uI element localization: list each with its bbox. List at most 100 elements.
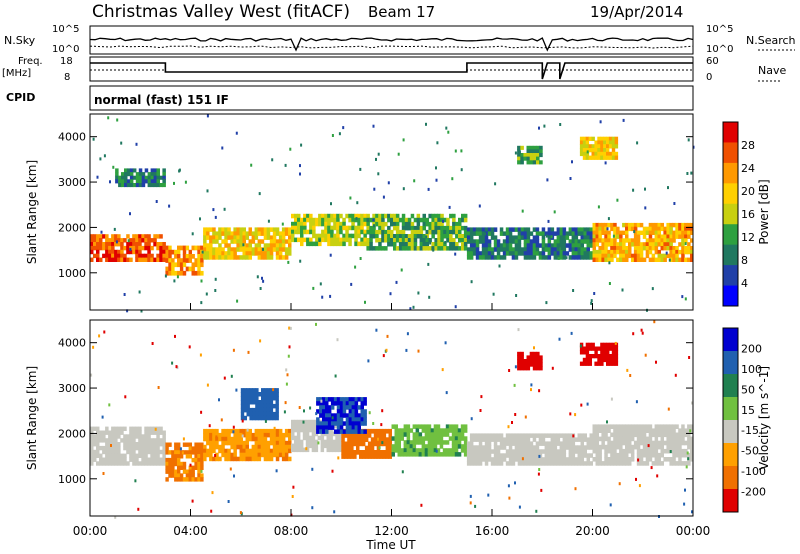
heatmap-cell xyxy=(284,401,287,405)
heatmap-cell xyxy=(188,254,192,259)
heatmap-cell xyxy=(571,231,576,236)
heatmap-cell xyxy=(657,452,661,458)
heatmap-cell xyxy=(291,427,295,433)
heatmap-cell xyxy=(613,452,617,458)
heatmap-cell xyxy=(191,457,195,463)
heatmap-cell xyxy=(400,428,404,433)
heatmap-cell xyxy=(502,255,507,260)
heatmap-cell xyxy=(425,235,428,239)
heatmap-cell xyxy=(520,231,525,236)
heatmap-cell xyxy=(604,249,608,255)
heatmap-cell xyxy=(611,140,616,145)
heatmap-cell xyxy=(639,246,644,251)
heatmap-cell xyxy=(514,433,519,438)
heatmap-cell xyxy=(481,445,486,450)
heatmap-cell xyxy=(233,251,237,256)
heatmap-cell xyxy=(209,428,213,434)
heatmap-cell xyxy=(344,433,348,438)
heatmap-cell xyxy=(182,469,187,474)
heatmap-cell xyxy=(541,461,546,466)
heatmap-cell xyxy=(126,172,131,177)
heatmap-cell xyxy=(484,433,489,438)
heatmap-cell xyxy=(562,243,567,248)
heatmap-cell xyxy=(102,457,106,462)
heatmap-cell xyxy=(508,239,513,244)
heatmap-cell xyxy=(269,428,274,434)
heatmap-cell xyxy=(636,222,641,228)
heatmap-cell xyxy=(466,251,471,256)
heatmap-cell xyxy=(364,433,369,438)
heatmap-cell xyxy=(319,401,323,406)
heatmap-cell xyxy=(312,241,316,247)
heatmap-cell xyxy=(681,249,685,255)
heatmap-cell xyxy=(348,425,353,430)
heatmap-cell xyxy=(291,233,295,239)
heatmap-cell xyxy=(436,424,441,429)
heatmap-cell xyxy=(448,448,453,453)
heatmap-cell xyxy=(681,226,685,232)
heatmap-cell xyxy=(427,424,432,429)
heatmap-cell xyxy=(269,407,274,413)
heatmap-cell xyxy=(648,249,653,255)
heatmap-cell xyxy=(663,428,667,433)
heatmap-cell xyxy=(466,445,471,450)
heatmap-cell xyxy=(598,457,602,462)
heatmap-cell xyxy=(437,217,441,223)
heatmap-cell xyxy=(245,448,249,454)
heatmap-cell xyxy=(427,187,430,191)
heatmap-cell xyxy=(487,247,492,252)
heatmap-cell xyxy=(529,156,534,161)
heatmap-cell xyxy=(487,457,492,462)
heatmap-cell xyxy=(418,424,423,429)
heatmap-cell xyxy=(633,226,638,232)
heatmap-cell xyxy=(684,257,688,262)
colorbar-swatch xyxy=(723,351,738,375)
heatmap-cell xyxy=(439,452,444,457)
heatmap-cell xyxy=(571,461,576,466)
heatmap-cell xyxy=(574,437,579,442)
heatmap-cell xyxy=(118,175,122,180)
heatmap-cell xyxy=(590,301,593,305)
heatmap-cell xyxy=(384,234,388,239)
heatmap-cell xyxy=(410,246,415,251)
heatmap-cell xyxy=(421,448,426,453)
heatmap-cell xyxy=(99,461,103,466)
heatmap-cell xyxy=(654,444,659,450)
heatmap-cell xyxy=(628,461,632,466)
heatmap-cell xyxy=(132,242,136,247)
heatmap-cell xyxy=(233,247,237,252)
heatmap-cell xyxy=(239,436,243,442)
heatmap-cell xyxy=(640,328,643,332)
heatmap-cell xyxy=(387,181,390,185)
heatmap-cell xyxy=(611,151,616,157)
heatmap-cell xyxy=(672,424,676,429)
heatmap-cell xyxy=(300,217,304,223)
heatmap-cell xyxy=(466,227,471,232)
heatmap-cell xyxy=(120,141,123,145)
heatmap-cell xyxy=(535,453,540,458)
heatmap-cell xyxy=(115,175,119,180)
heatmap-cell xyxy=(463,242,468,247)
heatmap-cell xyxy=(490,251,495,256)
heatmap-cell xyxy=(105,453,109,458)
heatmap-cell xyxy=(382,454,387,459)
heatmap-cell xyxy=(607,444,611,450)
heatmap-cell xyxy=(168,461,172,467)
heatmap-cell xyxy=(266,448,271,454)
heatmap-cell xyxy=(579,350,584,355)
heatmap-cell xyxy=(236,432,240,438)
heatmap-cell xyxy=(592,448,596,454)
heatmap-cell xyxy=(611,361,616,366)
heatmap-cell xyxy=(281,456,286,462)
heatmap-cell xyxy=(610,461,614,466)
heatmap-cell xyxy=(123,438,127,443)
heatmap-cell xyxy=(315,217,319,223)
colorbar-swatch xyxy=(723,489,738,513)
heatmap-cell xyxy=(385,454,390,459)
heatmap-cell xyxy=(135,249,139,255)
heatmap-cell xyxy=(520,359,524,364)
heatmap-cell xyxy=(622,253,626,259)
heatmap-cell xyxy=(326,435,330,441)
heatmap-cell xyxy=(529,243,534,248)
heatmap-cell xyxy=(609,503,612,507)
